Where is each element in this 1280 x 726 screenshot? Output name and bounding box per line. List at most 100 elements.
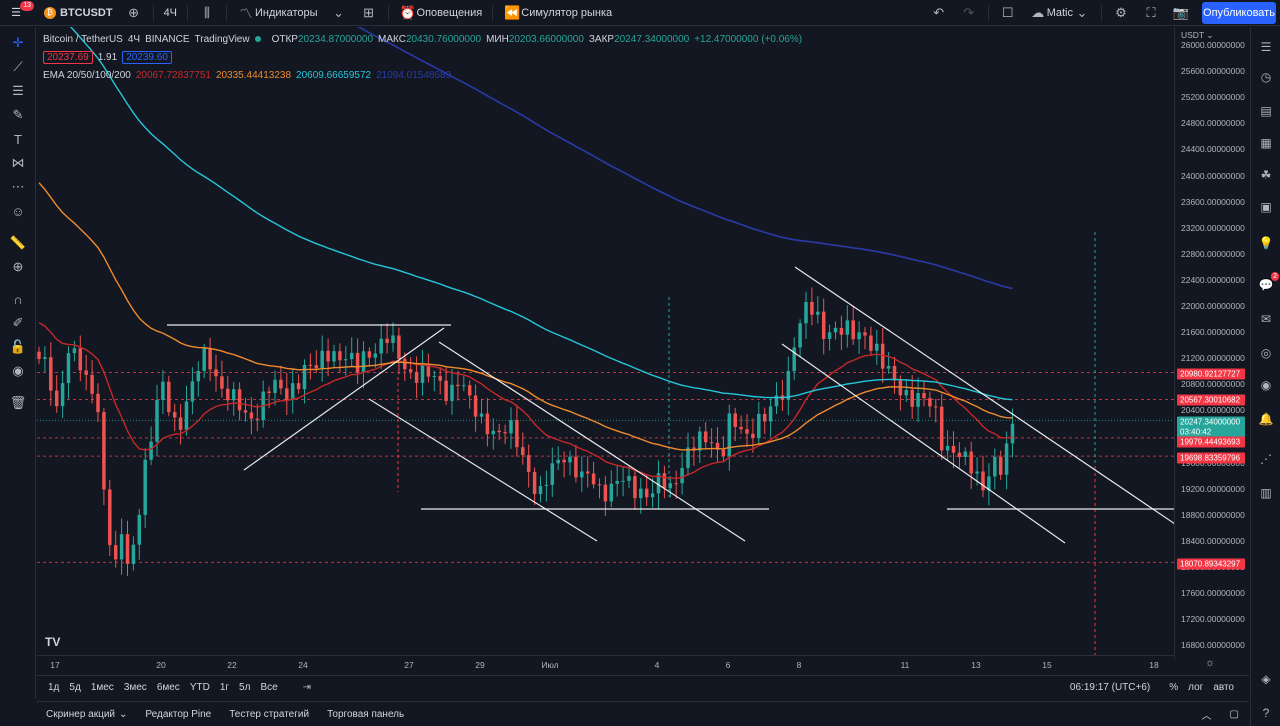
price-tag[interactable]: 19698.83359796 [1177, 452, 1245, 464]
ruler-icon[interactable]: 📏 [9, 235, 27, 250]
undo-button[interactable]: ↶ [924, 0, 954, 26]
price-tick-label: 20800.00000000 [1181, 379, 1245, 390]
eye-icon[interactable]: ◉ [12, 363, 24, 378]
crosshair-icon[interactable]: ✛ [12, 35, 24, 50]
chart-pane[interactable]: Bitcoin / TetherUS 4Ч BINANCE TradingVie… [37, 27, 1249, 675]
magnet-icon[interactable]: ∩ [13, 291, 23, 307]
layout-select-button[interactable]: ☐ [993, 0, 1023, 26]
range-button[interactable]: 6мес [156, 682, 180, 693]
layout-grid-button[interactable]: ⊞ [354, 0, 384, 26]
trend-line-icon[interactable]: ⟋ [13, 59, 23, 74]
signals-icon[interactable]: ◎ [1260, 346, 1272, 360]
streams-icon[interactable]: ◉ [1260, 378, 1272, 392]
maximize-panel-icon[interactable]: ▢ [1229, 708, 1239, 720]
candle-body [143, 459, 147, 515]
auto-toggle[interactable]: авто [1213, 682, 1234, 693]
menu-button[interactable]: ☰ 13 [0, 0, 34, 26]
price-tick-label: 25600.00000000 [1181, 66, 1245, 77]
avatar[interactable]: ☰ 13 [6, 0, 34, 23]
goto-date-icon[interactable]: ⇥ [302, 682, 312, 693]
price-tag[interactable]: 03:40:42 [1177, 426, 1245, 438]
alerts-clock-icon[interactable]: ◷ [1260, 70, 1272, 84]
zoom-in-icon[interactable]: ⊕ [12, 259, 24, 274]
notifications-icon[interactable]: 🔔 [1258, 412, 1274, 426]
price-tag[interactable]: 18070.89343297 [1177, 558, 1245, 570]
hotlists-icon[interactable]: ☘ [1260, 168, 1272, 182]
price-tag[interactable]: 19979.44493693 [1177, 436, 1245, 448]
fib-retracement-icon[interactable]: ☰ [12, 83, 24, 98]
chat-icon[interactable]: 💬 2 [1258, 272, 1279, 292]
range-button[interactable]: 3мес [123, 682, 147, 693]
clock-label[interactable]: 06:19:17 (UTC+6) [1069, 682, 1151, 693]
candle-body [208, 348, 212, 370]
lock-drawing-icon[interactable]: ✐ [12, 315, 24, 330]
price-tag[interactable]: 20567.30010682 [1177, 394, 1245, 406]
indicators-button[interactable]: 〽 Индикаторы [231, 0, 324, 26]
brush-icon[interactable]: ✎ [12, 107, 24, 122]
watchlist-icon[interactable]: ☰ [1260, 40, 1272, 54]
trash-icon[interactable]: 🗑 [9, 395, 27, 410]
range-button[interactable]: 5д [69, 682, 81, 693]
axis-settings-icon[interactable]: ☼ [1205, 657, 1216, 669]
order-panel-icon[interactable]: ⋰ [1260, 452, 1272, 466]
calendar-icon[interactable]: ▣ [1260, 200, 1272, 214]
price-tag[interactable]: 20980.92127727 [1177, 368, 1245, 380]
publish-button[interactable]: Опубликовать [1202, 2, 1276, 24]
help-icon[interactable]: ? [1262, 706, 1270, 720]
candle-body [426, 364, 431, 377]
settings-button[interactable]: ⚙ [1106, 0, 1136, 26]
indicator-templates-button[interactable]: ⌄ [324, 0, 354, 26]
chart-type-button[interactable]: ⫼ [192, 0, 222, 26]
data-window-icon[interactable]: ▤ [1260, 104, 1272, 118]
price-tag[interactable]: 20247.34000000 [1177, 416, 1245, 428]
symbol-search-button[interactable]: ₿ BTCUSDT [38, 0, 119, 26]
range-button[interactable]: 1г [219, 682, 230, 693]
alerts-button[interactable]: ⏰ Оповещения [393, 0, 489, 26]
range-button[interactable]: 5л [239, 682, 251, 693]
dom-icon[interactable]: ▥ [1260, 486, 1272, 500]
tab-trading-panel[interactable]: Торговая панель [327, 708, 405, 720]
tab-pine-editor[interactable]: Редактор Pine [145, 708, 212, 720]
lock-icon[interactable]: 🔓 [9, 339, 27, 354]
tab-stock-screener[interactable]: Скринер акций ⌄ [46, 708, 128, 720]
price-axis[interactable]: USDT ⌄ 26000.00000000 25600.00000000 25200… [1174, 27, 1249, 659]
percent-toggle[interactable]: % [1169, 682, 1179, 693]
text-tool-icon[interactable]: T [14, 131, 22, 147]
interval-button[interactable]: 4Ч [158, 0, 183, 26]
candle-body [574, 456, 578, 478]
time-tick-label: 27 [404, 660, 414, 670]
snapshot-button[interactable]: 📷 [1166, 0, 1196, 26]
currency-selector[interactable]: USDT ⌄ [1181, 30, 1214, 40]
replay-button[interactable]: ⏪ Симулятор рынка [497, 0, 618, 26]
prediction-icon[interactable]: ⋯ [11, 179, 25, 194]
range-button[interactable]: Все [260, 682, 278, 693]
price-chart[interactable] [37, 27, 1174, 655]
buy-price-button[interactable]: 20239.60 [122, 50, 172, 64]
range-button[interactable]: 1мес [90, 682, 114, 693]
time-tick-label: 8 [796, 660, 802, 670]
log-toggle[interactable]: лог [1188, 682, 1204, 693]
layers-icon[interactable]: ◈ [1261, 672, 1271, 686]
pattern-icon[interactable]: ⋈ [11, 155, 25, 170]
time-axis[interactable]: 17 20 22 24 27 29 Июл 4 6 8 11 13 15 18 [37, 655, 1174, 673]
range-button[interactable]: YTD [189, 682, 210, 693]
fullscreen-button[interactable]: ⛶ [1136, 0, 1166, 26]
tab-strategy-tester[interactable]: Тестер стратегий [229, 708, 310, 720]
compare-symbol-button[interactable]: ⊕ [119, 0, 149, 26]
notes-icon[interactable]: ✉ [1260, 312, 1272, 326]
emoji-icon[interactable]: ☺ [11, 203, 25, 219]
plus-circle-icon: ⊕ [128, 4, 140, 20]
range-button[interactable]: 1д [48, 682, 60, 693]
candle-body [438, 376, 442, 381]
ema-label[interactable]: EMA 20/50/100/200 [43, 69, 131, 81]
time-tick-label: 18 [1149, 660, 1159, 670]
sell-price-button[interactable]: 20237.69 [43, 50, 93, 64]
chevron-up-icon[interactable]: ︿ [1201, 710, 1212, 722]
ideas-icon[interactable]: 💡 [1258, 236, 1274, 250]
candle-body [910, 390, 914, 407]
cloud-layout-button[interactable]: ☁ Matic ⌄ [1023, 0, 1097, 26]
news-icon[interactable]: ▦ [1260, 136, 1272, 150]
candle-body [993, 456, 997, 477]
pair-label[interactable]: Bitcoin / TetherUS [43, 33, 123, 45]
redo-button[interactable]: ↷ [954, 0, 984, 26]
